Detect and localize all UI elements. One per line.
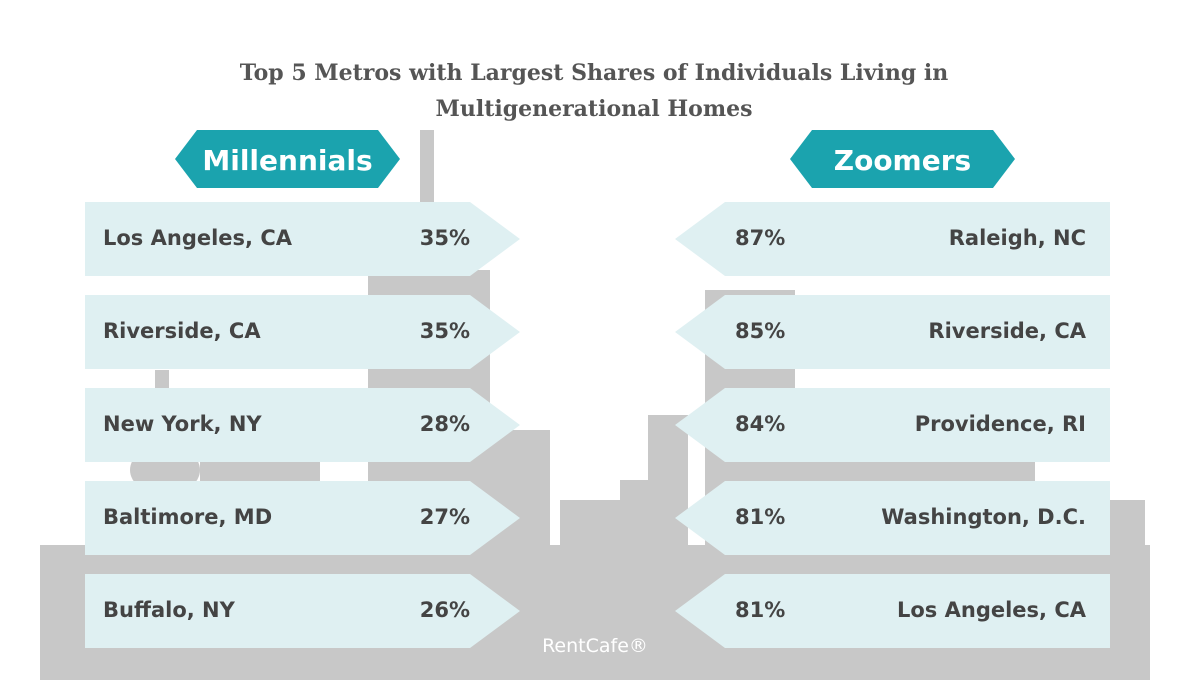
title: Multigenerational Homes [435, 96, 752, 122]
row-box [85, 481, 520, 555]
row-box [85, 388, 520, 462]
header-banner [790, 130, 1015, 188]
metro: Los Angeles, CA [897, 598, 1087, 622]
metro: Providence, RI [915, 412, 1086, 436]
row-box [85, 574, 520, 648]
brand: RentCafe® [542, 635, 648, 657]
row-box [675, 202, 1110, 276]
metro: Buffalo, NY [103, 598, 236, 622]
metro: Riverside, CA [928, 319, 1086, 343]
share: 81% [735, 505, 785, 529]
panel-label: Zoomers [834, 144, 971, 177]
header-banner [175, 130, 400, 188]
share: 35% [420, 319, 470, 343]
share: 28% [420, 412, 470, 436]
title: Top 5 Metros with Largest Shares of Indi… [240, 60, 949, 86]
row-box [675, 388, 1110, 462]
metro: Riverside, CA [103, 319, 261, 343]
row-box [85, 295, 520, 369]
share: 35% [420, 226, 470, 250]
metro: Baltimore, MD [103, 505, 272, 529]
row-box [85, 202, 520, 276]
metro: Raleigh, NC [949, 226, 1086, 250]
share: 81% [735, 598, 785, 622]
metro: Los Angeles, CA [103, 226, 293, 250]
metro: New York, NY [103, 412, 262, 436]
metro: Washington, D.C. [881, 505, 1086, 529]
share: 84% [735, 412, 785, 436]
share: 87% [735, 226, 785, 250]
share: 26% [420, 598, 470, 622]
share: 27% [420, 505, 470, 529]
row-box [675, 295, 1110, 369]
row-box [675, 574, 1110, 648]
share: 85% [735, 319, 785, 343]
panel-label: Millennials [202, 144, 372, 177]
row-box [675, 481, 1110, 555]
